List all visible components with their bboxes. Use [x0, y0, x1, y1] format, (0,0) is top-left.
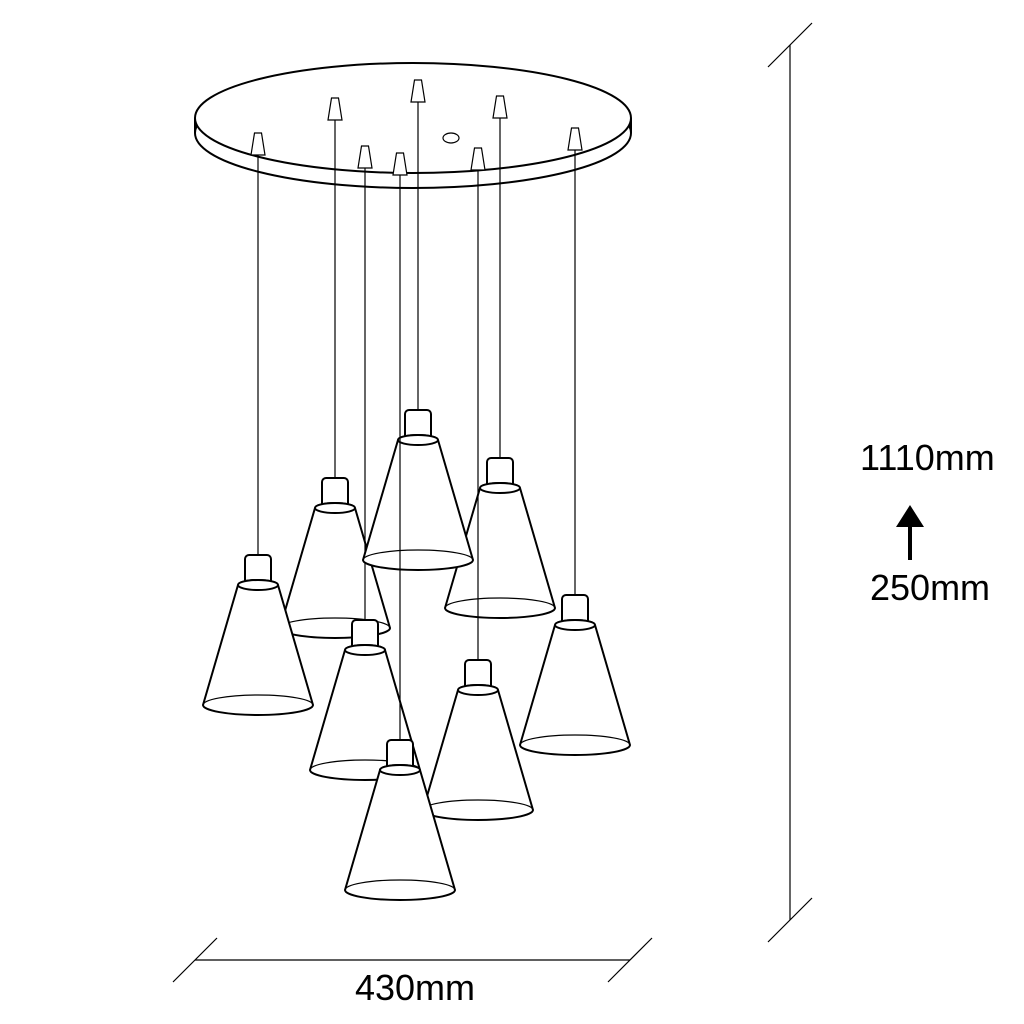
width-label: 430mm — [355, 967, 475, 1008]
dimension-vertical: 1110mm 250mm — [768, 23, 995, 942]
height-min-label: 250mm — [870, 567, 990, 608]
pendant — [520, 128, 630, 755]
technical-drawing: 1110mm 250mm 430mm — [0, 0, 1024, 1024]
dimension-horizontal: 430mm — [173, 938, 652, 1008]
canopy-screw — [443, 133, 459, 143]
ceiling-canopy — [195, 63, 631, 188]
height-max-label: 1110mm — [860, 437, 995, 478]
